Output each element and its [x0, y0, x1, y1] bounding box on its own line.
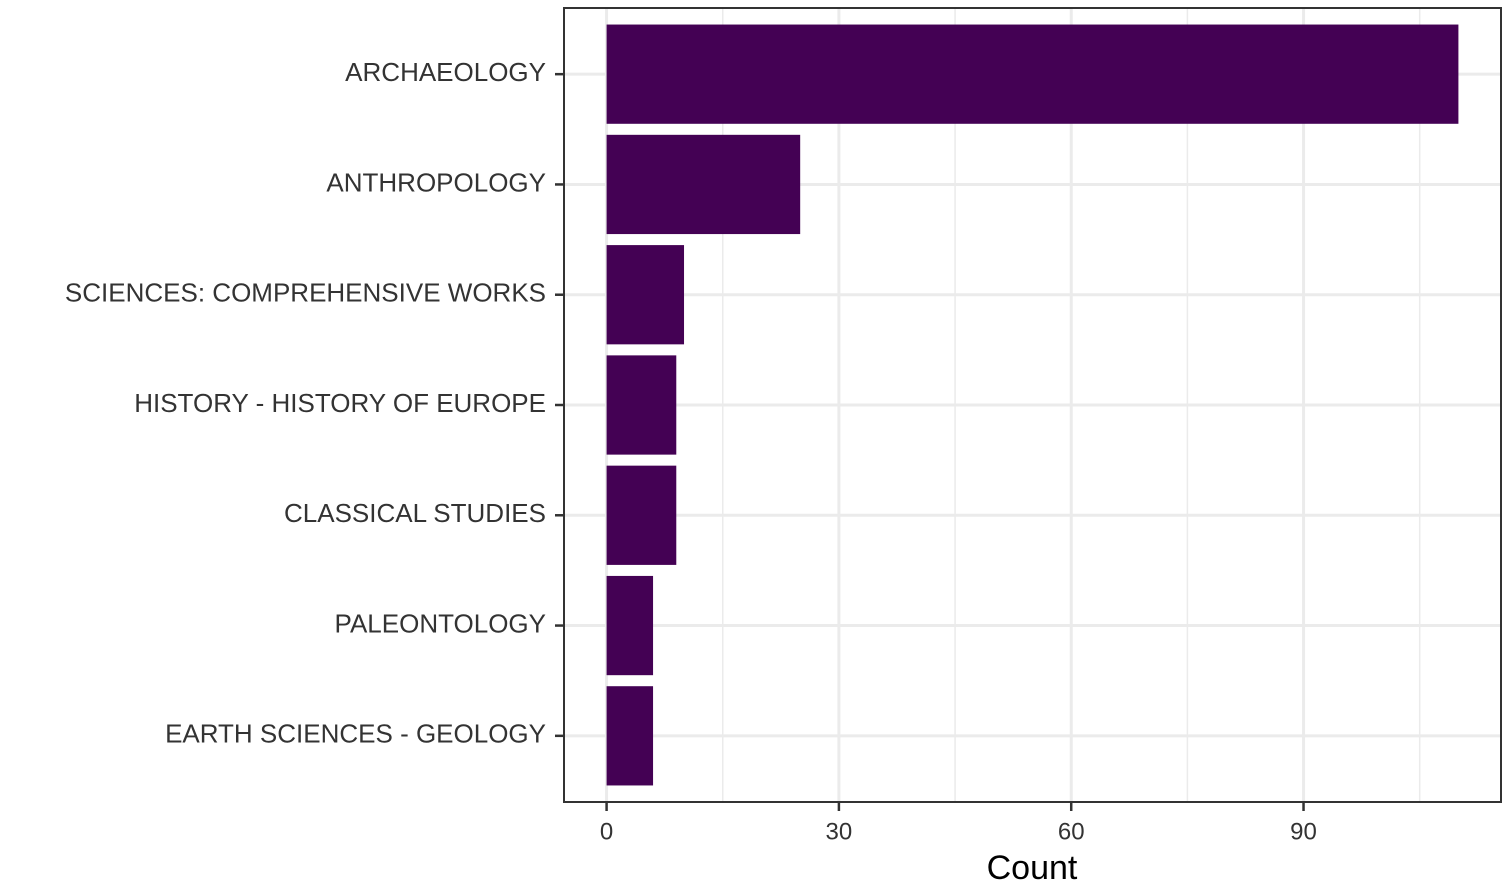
x-tick-label: 0 — [600, 818, 613, 845]
bar — [606, 355, 677, 455]
x-tick-label: 60 — [1058, 818, 1085, 845]
bar — [606, 575, 654, 676]
y-tick-label: HISTORY - HISTORY OF EUROPE — [134, 388, 546, 418]
bar — [606, 24, 1459, 124]
y-tick-label: ANTHROPOLOGY — [326, 167, 546, 197]
x-tick-label: 30 — [826, 818, 853, 845]
bar — [606, 465, 677, 565]
bar — [606, 134, 801, 235]
bar — [606, 686, 654, 786]
plot-border — [563, 7, 1502, 803]
y-tick-label: SCIENCES: COMPREHENSIVE WORKS — [65, 278, 546, 308]
y-tick-label: PALEONTOLOGY — [335, 608, 546, 638]
y-tick-label: EARTH SCIENCES - GEOLOGY — [165, 719, 546, 749]
x-axis-title: Count — [987, 849, 1078, 887]
x-tick-label: 90 — [1290, 818, 1317, 845]
y-tick-label: ARCHAEOLOGY — [345, 57, 546, 87]
y-tick-label: CLASSICAL STUDIES — [284, 498, 546, 528]
bar — [606, 245, 685, 345]
